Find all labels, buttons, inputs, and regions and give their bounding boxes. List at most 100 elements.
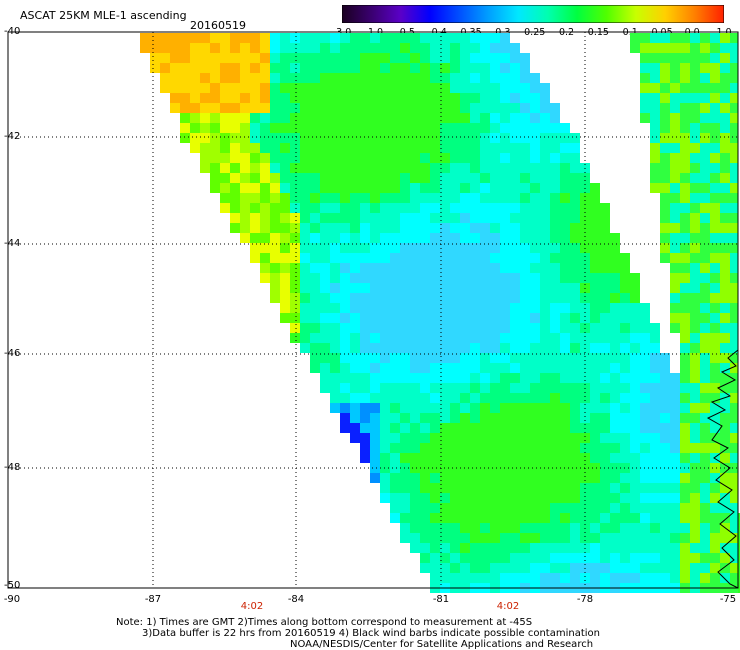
swath-cell: [560, 273, 570, 283]
swath-cell: [460, 163, 470, 173]
swath-cell: [260, 223, 270, 233]
swath-cell: [620, 433, 630, 443]
swath-cell: [670, 473, 680, 483]
swath-cell: [710, 343, 720, 353]
swath-cell: [530, 113, 540, 123]
swath-cell: [430, 513, 440, 523]
swath-cell: [490, 363, 500, 373]
swath-cell: [730, 193, 738, 203]
swath-cell: [490, 473, 500, 483]
swath-cell: [500, 443, 510, 453]
swath-cell: [550, 163, 560, 173]
swath-cell: [550, 523, 560, 533]
swath-cell: [250, 223, 260, 233]
swath-cell: [500, 393, 510, 403]
swath-cell: [700, 533, 710, 543]
swath-cell: [410, 413, 420, 423]
swath-cell: [190, 93, 200, 103]
swath-cell: [580, 173, 590, 183]
swath-cell: [550, 273, 560, 283]
swath-cell: [650, 513, 660, 523]
swath-cell: [520, 283, 530, 293]
swath-cell: [590, 373, 600, 383]
swath-cell: [620, 423, 630, 433]
swath-cell: [360, 423, 370, 433]
swath-cell: [430, 113, 440, 123]
swath-cell: [480, 73, 490, 83]
swath-cell: [300, 53, 310, 63]
swath-cell: [440, 133, 450, 143]
swath-cell: [570, 563, 580, 573]
swath-cell: [310, 313, 320, 323]
swath-cell: [650, 63, 660, 73]
swath-cell: [370, 223, 380, 233]
swath-cell: [220, 93, 230, 103]
swath-cell: [610, 453, 620, 463]
swath-cell: [370, 323, 380, 333]
swath-cell: [730, 243, 738, 253]
swath-cell: [260, 263, 270, 273]
swath-cell: [430, 453, 440, 463]
swath-cell: [270, 263, 280, 273]
swath-cell: [520, 113, 530, 123]
swath-cell: [320, 323, 330, 333]
swath-cell: [420, 483, 430, 493]
swath-cell: [270, 153, 280, 163]
swath-cell: [690, 213, 700, 223]
swath-cell: [660, 523, 670, 533]
swath-cell: [640, 543, 650, 553]
swath-cell: [150, 53, 160, 63]
swath-cell: [380, 143, 390, 153]
swath-cell: [640, 323, 650, 333]
swath-cell: [380, 113, 390, 123]
swath-cell: [290, 53, 300, 63]
swath-cell: [600, 363, 610, 373]
swath-cell: [700, 253, 710, 263]
swath-cell: [500, 303, 510, 313]
swath-cell: [320, 113, 330, 123]
swath-cell: [610, 423, 620, 433]
swath-cell: [450, 133, 460, 143]
swath-cell: [640, 403, 650, 413]
swath-cell: [360, 113, 370, 123]
swath-cell: [370, 153, 380, 163]
swath-cell: [440, 413, 450, 423]
swath-cell: [370, 63, 380, 73]
swath-cell: [540, 253, 550, 263]
swath-cell: [660, 233, 670, 243]
swath-cell: [270, 143, 280, 153]
swath-cell: [650, 143, 660, 153]
swath-cell: [180, 93, 190, 103]
swath-cell: [700, 523, 710, 533]
swath-cell: [540, 293, 550, 303]
swath-cell: [640, 393, 650, 403]
swath-cell: [700, 423, 710, 433]
swath-cell: [460, 183, 470, 193]
swath-cell: [670, 183, 680, 193]
swath-cell: [440, 93, 450, 103]
swath-cell: [490, 53, 500, 63]
swath-cell: [700, 243, 710, 253]
swath-cell: [520, 193, 530, 203]
swath-cell: [520, 163, 530, 173]
swath-cell: [470, 283, 480, 293]
swath-cell: [380, 163, 390, 173]
swath-cell: [720, 63, 730, 73]
swath-cell: [590, 193, 600, 203]
swath-cell: [530, 493, 540, 503]
swath-cell: [450, 503, 460, 513]
swath-cell: [340, 223, 350, 233]
swath-cell: [390, 173, 400, 183]
swath-cell: [490, 233, 500, 243]
swath-cell: [410, 423, 420, 433]
swath-cell: [260, 143, 270, 153]
swath-cell: [400, 333, 410, 343]
swath-cell: [250, 153, 260, 163]
swath-cell: [660, 543, 670, 553]
swath-cell: [630, 283, 640, 293]
swath-cell: [630, 303, 640, 313]
swath-cell: [310, 193, 320, 203]
swath-cell: [570, 313, 580, 323]
swath-cell: [490, 393, 500, 403]
swath-cell: [660, 133, 670, 143]
